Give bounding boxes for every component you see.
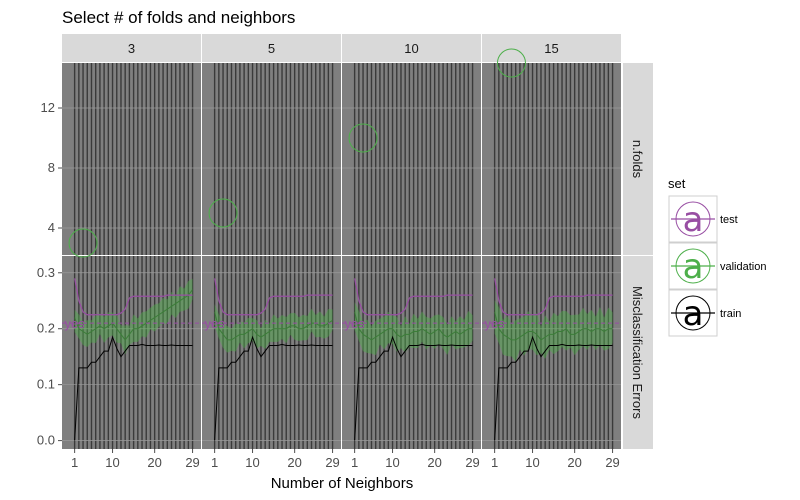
legend-label-validation: validation (720, 261, 766, 273)
annotation-label-5: yes (205, 316, 226, 331)
x-axis-title: Number of Neighbors (271, 475, 414, 492)
test-line-5 (214, 278, 333, 316)
x-tick-label: 29 (605, 455, 619, 470)
y-tick-label: 0.2 (37, 321, 55, 336)
train-line-5 (214, 335, 333, 441)
chart-title: Select # of folds and neighbors (62, 8, 295, 27)
y-tick-label: 4 (48, 220, 55, 235)
facet-strip-5 (202, 34, 341, 62)
row-strip-1 (623, 256, 653, 449)
x-tick-label: 20 (147, 455, 161, 470)
facet-strip-label-5: 5 (268, 41, 275, 56)
y-tick-label: 0.1 (37, 377, 55, 392)
facet-strip-label-15: 15 (544, 41, 558, 56)
validation-line-3 (74, 289, 193, 341)
train-line-10 (354, 335, 473, 441)
validation-ribbon-3 (74, 278, 193, 355)
y-tick-label: 12 (41, 100, 55, 115)
annotation-label-15: yes (485, 316, 506, 331)
panel-bg-5-1 (202, 256, 341, 449)
facet-strip-10 (342, 34, 481, 62)
validation-line-5 (214, 311, 333, 341)
test-line-15 (494, 278, 613, 316)
x-tick-label: 20 (287, 455, 301, 470)
panel-bg-3-0 (62, 63, 201, 255)
train-line-15 (494, 335, 613, 441)
row-strip-0 (623, 63, 653, 255)
y-tick-label: 0.0 (37, 433, 55, 448)
validation-line-10 (354, 311, 473, 341)
facet-strip-15 (482, 34, 621, 62)
panel-bg-15-1 (482, 256, 621, 449)
facet-strip-3 (62, 34, 201, 62)
legend-glyph-validation: a (683, 247, 704, 287)
legend-glyph-train: a (683, 294, 704, 334)
validation-line-15 (494, 311, 613, 341)
facet-strip-label-10: 10 (404, 41, 418, 56)
panel-bg-15-0 (482, 63, 621, 255)
x-tick-label: 29 (185, 455, 199, 470)
row-strip-label-1: Misclassification Errors (630, 286, 645, 419)
x-tick-label: 10 (105, 455, 119, 470)
error-series-3 (62, 278, 201, 441)
x-tick-label: 29 (465, 455, 479, 470)
selected-point-15 (496, 48, 526, 78)
annotation-label-3: yes (65, 316, 86, 331)
error-series-15 (482, 278, 621, 441)
x-tick-label: 10 (245, 455, 259, 470)
validation-ribbon-10 (354, 302, 473, 356)
legend-label-train: train (720, 308, 741, 320)
facet-strip-label-3: 3 (128, 41, 135, 56)
panel-bg-3-1 (62, 256, 201, 449)
legend: set a test a validation a train (668, 176, 766, 337)
x-tick-label: 1 (491, 455, 498, 470)
validation-ribbon-15 (494, 300, 613, 362)
panel-bg-5-0 (202, 63, 341, 255)
train-line-3 (74, 335, 193, 441)
x-tick-label: 1 (351, 455, 358, 470)
legend-title: set (668, 176, 686, 191)
annotation-label-10: yes (345, 316, 366, 331)
row-strip-label-0: n.folds (630, 140, 645, 179)
legend-label-test: test (720, 214, 738, 226)
x-tick-label: 20 (567, 455, 581, 470)
x-tick-label: 10 (525, 455, 539, 470)
y-tick-label: 0.3 (37, 265, 55, 280)
x-tick-label: 20 (427, 455, 441, 470)
x-tick-label: 29 (325, 455, 339, 470)
error-series-5 (202, 278, 341, 441)
legend-glyph-test: a (683, 200, 704, 240)
test-line-3 (74, 278, 193, 316)
x-tick-label: 1 (71, 455, 78, 470)
x-tick-label: 1 (211, 455, 218, 470)
y-tick-label: 8 (48, 160, 55, 175)
panel-bg-10-1 (342, 256, 481, 449)
panel-bg-10-0 (342, 63, 481, 255)
x-tick-label: 10 (385, 455, 399, 470)
selected-point-10 (348, 123, 378, 153)
test-line-10 (354, 278, 473, 316)
selected-point-5 (208, 198, 238, 228)
error-series-10 (342, 278, 481, 441)
selected-point-3 (68, 228, 98, 258)
